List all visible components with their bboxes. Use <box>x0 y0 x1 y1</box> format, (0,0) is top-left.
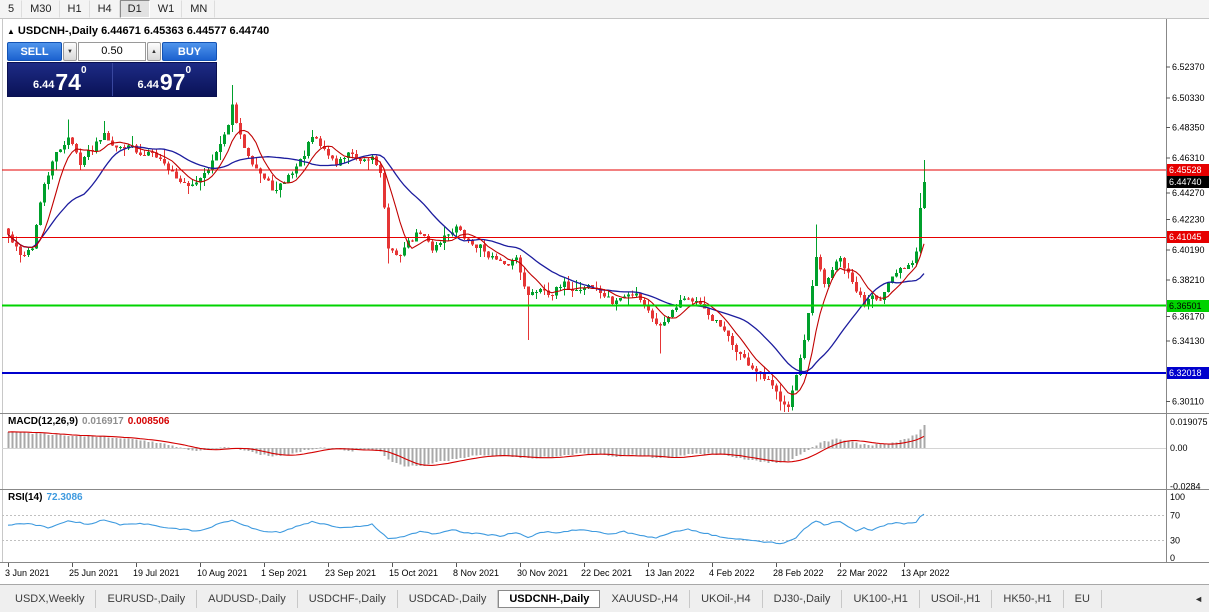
svg-text:28 Feb 2022: 28 Feb 2022 <box>773 568 824 578</box>
svg-text:-0.0284: -0.0284 <box>1170 482 1201 492</box>
price-scale-ticks: 6.52370 6.50330 6.48350 6.46310 6.44270 6.422… <box>1166 62 1205 407</box>
buy-button[interactable]: BUY <box>162 42 217 61</box>
svg-text:6.42230: 6.42230 <box>1172 215 1205 225</box>
sell-button[interactable]: SELL <box>7 42 62 61</box>
buy-price-prefix: 6.44 <box>137 79 159 91</box>
svg-text:6.50330: 6.50330 <box>1172 93 1205 103</box>
tab-ukoil-h4[interactable]: UKOil-,H4 <box>690 589 763 608</box>
svg-text:13 Apr 2022: 13 Apr 2022 <box>901 568 950 578</box>
tab-usdchf-daily[interactable]: USDCHF-,Daily <box>298 589 398 608</box>
timeframe-button-H1[interactable]: H1 <box>60 0 90 18</box>
svg-text:25 Jun 2021: 25 Jun 2021 <box>69 568 119 578</box>
svg-text:13 Jan 2022: 13 Jan 2022 <box>645 568 695 578</box>
price-level-label: 6.32018 <box>1167 367 1209 379</box>
svg-text:22 Dec 2021: 22 Dec 2021 <box>581 568 632 578</box>
collapse-icon[interactable]: ▲ <box>7 27 15 36</box>
rsi-value: 72.3086 <box>46 492 83 503</box>
sell-price-pips: 74 <box>55 69 81 95</box>
svg-text:6.34130: 6.34130 <box>1172 336 1205 346</box>
tab-eurusd-daily[interactable]: EURUSD-,Daily <box>96 589 198 608</box>
chart-ohlc: 6.44671 6.45363 6.44577 6.44740 <box>101 25 270 37</box>
svg-text:6.36170: 6.36170 <box>1172 312 1205 322</box>
svg-text:0: 0 <box>1170 553 1175 563</box>
current-price-label: 6.44740 <box>1167 176 1209 188</box>
svg-text:30: 30 <box>1170 535 1180 545</box>
horizontal-level-lines[interactable] <box>2 169 1166 374</box>
svg-text:4 Feb 2022: 4 Feb 2022 <box>709 568 755 578</box>
sell-price-prefix: 6.44 <box>32 79 55 91</box>
timeframe-button-MN[interactable]: MN <box>182 0 216 18</box>
tab-usdcad-daily[interactable]: USDCAD-,Daily <box>398 589 499 608</box>
price-level-label: 6.36501 <box>1167 300 1209 312</box>
macd-scale: 0.019075 0.00 -0.0284 <box>1170 417 1208 492</box>
tab-uk100-h1[interactable]: UK100-,H1 <box>842 589 920 608</box>
timeframe-button-H4[interactable]: H4 <box>90 0 120 18</box>
macd-name: MACD(12,26,9) <box>8 416 79 427</box>
rsi-scale: 100 70 30 0 <box>1170 492 1185 563</box>
timeframe-button-5[interactable]: 5 <box>0 0 23 18</box>
tabs-scroll-left-button[interactable]: ◄ <box>1194 593 1203 604</box>
macd-label: MACD(12,26,9) 0.016917 0.008506 <box>8 416 169 427</box>
svg-text:6.46310: 6.46310 <box>1172 153 1205 163</box>
price-level-label: 6.45528 <box>1167 164 1209 176</box>
timeframe-button-M30[interactable]: M30 <box>22 0 60 18</box>
buy-price[interactable]: 6.44 97 0 <box>113 63 217 96</box>
svg-text:1 Sep 2021: 1 Sep 2021 <box>261 568 307 578</box>
svg-text:0.019075: 0.019075 <box>1170 417 1208 427</box>
svg-text:6.30110: 6.30110 <box>1172 397 1204 407</box>
timeframe-toolbar: 5 M30 H1 H4 D1 W1 MN <box>0 0 1209 19</box>
svg-text:70: 70 <box>1170 511 1180 521</box>
svg-text:6.44270: 6.44270 <box>1172 188 1205 198</box>
svg-text:19 Jul 2021: 19 Jul 2021 <box>133 568 180 578</box>
tab-dj30-daily[interactable]: DJ30-,Daily <box>763 589 843 608</box>
tab-eu[interactable]: EU <box>1064 589 1102 608</box>
macd-histogram <box>7 424 926 467</box>
tab-audusd-daily[interactable]: AUDUSD-,Daily <box>197 589 298 608</box>
tab-hk50-h1[interactable]: HK50-,H1 <box>992 589 1064 608</box>
svg-text:100: 100 <box>1170 492 1185 502</box>
svg-text:6.38210: 6.38210 <box>1172 275 1205 285</box>
volume-up-button[interactable]: ▲ <box>147 42 161 61</box>
tab-usoil-h1[interactable]: USOil-,H1 <box>920 589 993 608</box>
tab-usdcnh-daily[interactable]: USDCNH-,Daily <box>498 589 601 608</box>
tab-usdx-weekly[interactable]: USDX,Weekly <box>4 589 97 608</box>
macd-value: 0.016917 <box>82 416 124 427</box>
sell-price[interactable]: 6.44 74 0 <box>8 63 113 96</box>
symbol-tabbar: USDX,Weekly EURUSD-,Daily AUDUSD-,Daily USD… <box>0 584 1209 612</box>
macd-signal-value: 0.008506 <box>127 416 170 427</box>
volume-down-button[interactable]: ▼ <box>63 42 77 61</box>
timeframe-button-W1[interactable]: W1 <box>150 0 183 18</box>
sell-price-point: 0 <box>80 65 87 76</box>
chart-symbol: USDCNH-,Daily <box>17 25 98 37</box>
chart-title: ▲ USDCNH-,Daily 6.44671 6.45363 6.44577 6… <box>7 25 269 37</box>
svg-text:8 Nov 2021: 8 Nov 2021 <box>453 568 499 578</box>
svg-text:22 Mar 2022: 22 Mar 2022 <box>837 568 888 578</box>
rsi-label: RSI(14) 72.3086 <box>8 492 83 503</box>
buy-price-pips: 97 <box>159 69 186 95</box>
one-click-trading-panel: SELL ▼ 0.50 ▲ BUY 6.44 74 0 6.44 97 0 <box>7 42 217 97</box>
svg-text:30 Nov 2021: 30 Nov 2021 <box>517 568 568 578</box>
candlestick-series <box>7 84 926 413</box>
svg-text:23 Sep 2021: 23 Sep 2021 <box>325 568 376 578</box>
rsi-line <box>7 513 925 545</box>
svg-text:3 Jun 2021: 3 Jun 2021 <box>5 568 50 578</box>
svg-text:6.40190: 6.40190 <box>1172 245 1205 255</box>
tab-xauusd-h4[interactable]: XAUUSD-,H4 <box>600 589 691 608</box>
price-level-label: 6.41045 <box>1167 231 1209 243</box>
svg-text:0.00: 0.00 <box>1170 443 1188 453</box>
bid-ask-display: 6.44 74 0 6.44 97 0 <box>7 62 217 97</box>
time-axis: 3 Jun 2021 25 Jun 2021 19 Jul 2021 10 Aug 2… <box>5 563 950 578</box>
buy-price-point: 0 <box>185 65 192 76</box>
svg-text:6.48350: 6.48350 <box>1172 123 1205 133</box>
rsi-name: RSI(14) <box>8 492 43 503</box>
volume-input[interactable]: 0.50 <box>78 42 146 61</box>
svg-text:15 Oct 2021: 15 Oct 2021 <box>389 568 438 578</box>
svg-text:6.52370: 6.52370 <box>1172 62 1205 72</box>
svg-text:10 Aug 2021: 10 Aug 2021 <box>197 568 248 578</box>
timeframe-button-D1[interactable]: D1 <box>119 0 150 18</box>
